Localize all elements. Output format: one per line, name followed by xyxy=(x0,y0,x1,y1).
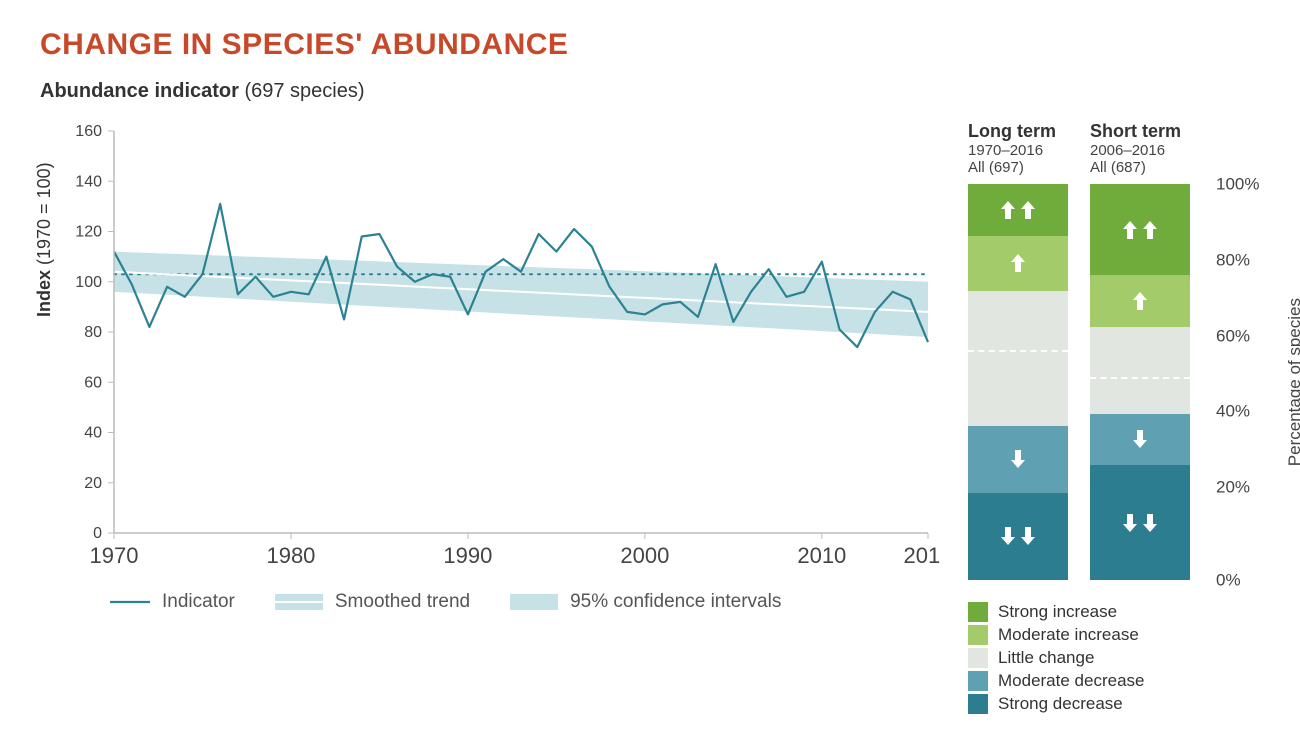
legend-swatch xyxy=(968,602,988,622)
longterm-period: 1970–2016 xyxy=(968,142,1068,159)
shortterm-subset: All (687) xyxy=(1090,159,1190,176)
shortterm-title: Short term xyxy=(1090,121,1190,142)
legend-row: Moderate decrease xyxy=(968,671,1300,691)
legend-label: Little change xyxy=(998,648,1094,668)
legend-row: Little change xyxy=(968,648,1300,668)
bar-segment-moderate_increase xyxy=(968,236,1068,291)
svg-text:160: 160 xyxy=(75,123,102,140)
svg-text:100: 100 xyxy=(75,274,102,291)
legend-swatch xyxy=(968,648,988,668)
bar-segment-strong_decrease xyxy=(968,493,1068,580)
pct-axis: 100%80%60%40%20%0% xyxy=(1216,184,1259,580)
legend-label: Moderate decrease xyxy=(998,671,1144,691)
legend-smoothed-label: Smoothed trend xyxy=(335,591,470,613)
bar-segment-little_change xyxy=(1090,327,1190,414)
legend-row: Moderate increase xyxy=(968,625,1300,645)
category-legend: Strong increase Moderate increase Little c… xyxy=(968,602,1300,714)
svg-text:60: 60 xyxy=(84,374,102,391)
legend-label: Moderate increase xyxy=(998,625,1139,645)
legend-label: Strong increase xyxy=(998,602,1117,622)
bar-segment-moderate_increase xyxy=(1090,275,1190,326)
svg-text:2016: 2016 xyxy=(904,543,940,568)
pct-tick: 20% xyxy=(1216,479,1259,496)
y-axis-label-bold: Index xyxy=(34,270,54,317)
svg-text:1990: 1990 xyxy=(443,543,492,568)
legend-row: Strong decrease xyxy=(968,694,1300,714)
svg-text:80: 80 xyxy=(84,324,102,341)
line-chart: Index (1970 = 100) 020406080100120140160… xyxy=(40,121,940,581)
y-axis-label: Index (1970 = 100) xyxy=(34,162,55,317)
pct-tick: 40% xyxy=(1216,403,1259,420)
pct-axis-label: Percentage of species xyxy=(1285,298,1300,466)
line-chart-svg: 0 20 40 60 80 100 120 140 160 1970 1980 1990 2000 201… xyxy=(40,121,940,581)
svg-text:40: 40 xyxy=(84,425,102,442)
subtitle: Abundance indicator (697 species) xyxy=(40,80,1260,103)
svg-text:140: 140 xyxy=(75,173,102,190)
longterm-title: Long term xyxy=(968,121,1068,142)
svg-text:0: 0 xyxy=(93,525,102,542)
line-chart-legend: Indicator Smoothed trend 95% confidence … xyxy=(40,591,940,613)
legend-row: Strong increase xyxy=(968,602,1300,622)
legend-indicator: Indicator xyxy=(110,591,235,613)
legend-swatch xyxy=(968,694,988,714)
legend-indicator-label: Indicator xyxy=(162,591,235,613)
shortterm-period: 2006–2016 xyxy=(1090,142,1190,159)
legend-swatch xyxy=(968,625,988,645)
stacked-bar-shortterm xyxy=(1090,184,1190,580)
legend-ci-label: 95% confidence intervals xyxy=(570,591,781,613)
bar-segment-strong_increase xyxy=(1090,184,1190,275)
svg-text:1970: 1970 xyxy=(90,543,139,568)
pct-tick: 80% xyxy=(1216,251,1259,268)
legend-swatch xyxy=(968,671,988,691)
bars-header: Long term 1970–2016 All (697) Short term… xyxy=(968,121,1300,176)
svg-text:20: 20 xyxy=(84,475,102,492)
svg-text:120: 120 xyxy=(75,224,102,241)
bar-segment-moderate_decrease xyxy=(1090,414,1190,465)
y-axis-label-rest: (1970 = 100) xyxy=(34,162,54,270)
svg-text:1980: 1980 xyxy=(266,543,315,568)
page-title: CHANGE IN SPECIES' ABUNDANCE xyxy=(40,28,1260,62)
legend-ci: 95% confidence intervals xyxy=(510,591,781,613)
legend-smoothed: Smoothed trend xyxy=(275,591,470,613)
longterm-subset: All (697) xyxy=(968,159,1068,176)
svg-text:2010: 2010 xyxy=(797,543,846,568)
bar-segment-moderate_decrease xyxy=(968,426,1068,493)
pct-tick: 60% xyxy=(1216,327,1259,344)
subtitle-rest: (697 species) xyxy=(239,80,365,102)
stacked-bar-longterm xyxy=(968,184,1068,580)
subtitle-bold: Abundance indicator xyxy=(40,80,239,102)
bar-segment-little_change xyxy=(968,291,1068,426)
pct-tick: 100% xyxy=(1216,176,1259,193)
bar-segment-strong_decrease xyxy=(1090,465,1190,580)
legend-label: Strong decrease xyxy=(998,694,1123,714)
svg-text:2000: 2000 xyxy=(620,543,669,568)
pct-tick: 0% xyxy=(1216,571,1259,588)
bar-segment-strong_increase xyxy=(968,184,1068,235)
